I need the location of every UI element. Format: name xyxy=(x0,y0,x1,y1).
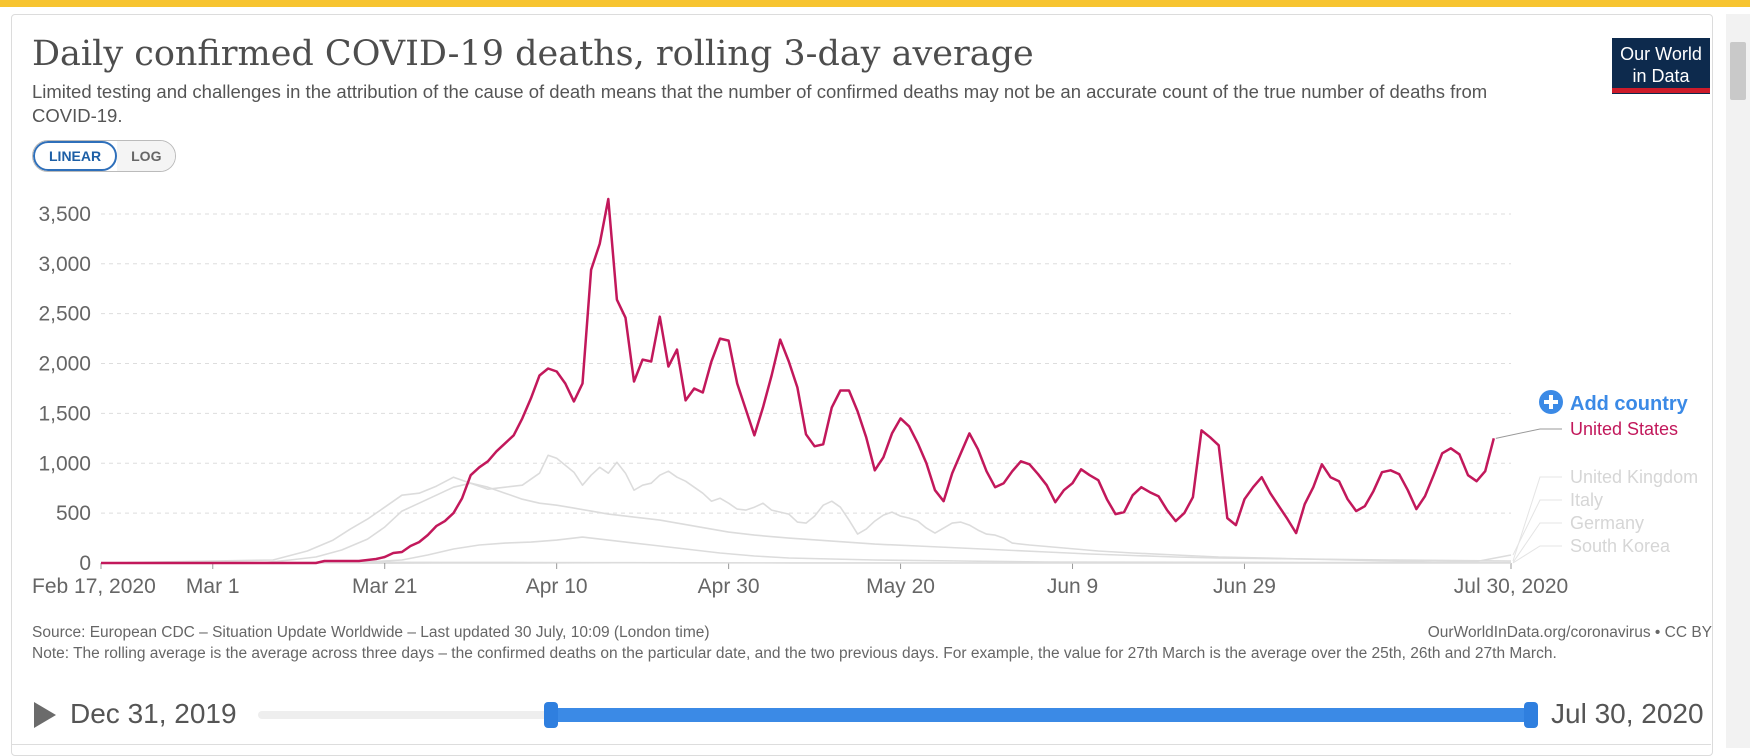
log-scale-button[interactable]: LOG xyxy=(117,141,176,171)
y-tick-label: 2,000 xyxy=(38,353,91,376)
timeline-start-handle[interactable] xyxy=(544,702,558,728)
legend-label-south-korea: South Korea xyxy=(1570,536,1671,556)
chart-subtitle: Limited testing and challenges in the at… xyxy=(32,81,1488,126)
legend-connector-germany xyxy=(1512,522,1562,563)
legend-connector-united-kingdom xyxy=(1512,476,1562,562)
legend-connector-south-korea xyxy=(1512,545,1562,564)
series-lines xyxy=(100,197,1512,565)
x-tick-label: Feb 17, 2020 xyxy=(32,575,156,598)
y-tick-label: 1,500 xyxy=(38,402,91,425)
timeline-end-date: Jul 30, 2020 xyxy=(1551,698,1704,729)
logo-line-2: in Data xyxy=(1632,66,1690,86)
y-tick-label: 2,500 xyxy=(38,303,91,326)
series-line-germany xyxy=(100,536,1511,564)
legend-label-united-kingdom: United Kingdom xyxy=(1570,467,1698,487)
logo-line-1: Our World xyxy=(1620,44,1702,64)
y-tick-label: 1,000 xyxy=(38,452,91,475)
x-tick-label: May 20 xyxy=(866,575,935,598)
x-tick-label: Jun 29 xyxy=(1213,575,1276,598)
chart-title: Daily confirmed COVID-19 deaths, rolling… xyxy=(32,34,1034,74)
timeline-selected-range[interactable] xyxy=(551,708,1531,722)
owid-logo[interactable]: Our World in Data xyxy=(1612,38,1710,94)
legend-label-germany: Germany xyxy=(1570,513,1644,533)
line-chart: 0 500 1,000 1,500 2,000 2,500 3,000 3,500 Feb 1… xyxy=(32,197,1698,598)
source-url-link[interactable]: OurWorldInData.org/coronavirus • CC BY xyxy=(1427,624,1712,641)
source-text: Source: European CDC – Situation Update … xyxy=(32,624,710,641)
y-axis-ticks: 0 500 1,000 1,500 2,000 2,500 3,000 3,500 xyxy=(38,203,91,575)
timeline-start-date: Dec 31, 2019 xyxy=(70,698,237,729)
chart-frame xyxy=(11,14,1713,756)
add-country-button[interactable]: Add country xyxy=(1539,390,1689,415)
series-line-united-kingdom xyxy=(100,476,1512,564)
legend: United States United Kingdom Italy Germany S… xyxy=(1495,419,1698,564)
y-tick-label: 3,500 xyxy=(38,203,91,226)
legend-label-italy: Italy xyxy=(1570,490,1603,510)
scrollbar-thumb[interactable] xyxy=(1730,42,1746,100)
scale-toggle: LINEAR LOG xyxy=(32,140,177,172)
y-tick-label: 0 xyxy=(79,552,91,575)
play-icon[interactable] xyxy=(34,702,56,728)
plus-icon-v xyxy=(1549,395,1553,409)
x-axis-ticks: Feb 17, 2020 Mar 1 Mar 21 Apr 10 Apr 30 May 2… xyxy=(32,563,1568,598)
series-line-united-states xyxy=(101,197,1496,565)
x-tick-label: Mar 21 xyxy=(352,575,417,598)
x-tick-label: Mar 1 xyxy=(186,575,240,598)
y-tick-label: 500 xyxy=(56,502,91,525)
x-tick-label: Jun 9 xyxy=(1047,575,1098,598)
y-tick-label: 3,000 xyxy=(38,253,91,276)
legend-connector-italy xyxy=(1512,499,1562,556)
x-tick-label: Jul 30, 2020 xyxy=(1454,575,1568,598)
bottom-divider xyxy=(11,744,1711,745)
x-tick-label: Apr 30 xyxy=(698,575,760,598)
top-accent-bar xyxy=(0,0,1750,7)
gridlines xyxy=(101,213,1511,564)
x-tick-label: Apr 10 xyxy=(526,575,588,598)
timeline-end-handle[interactable] xyxy=(1524,702,1538,728)
logo-red-stripe xyxy=(1612,88,1710,93)
footnote-text: Note: The rolling average is the average… xyxy=(32,645,1557,662)
linear-scale-button[interactable]: LINEAR xyxy=(33,141,118,171)
legend-connector-united-states xyxy=(1495,428,1562,439)
add-country-label: Add country xyxy=(1570,393,1689,415)
series-line-italy xyxy=(100,454,1512,564)
scrollbar-track[interactable] xyxy=(1726,14,1750,748)
legend-label-united-states: United States xyxy=(1570,419,1678,439)
